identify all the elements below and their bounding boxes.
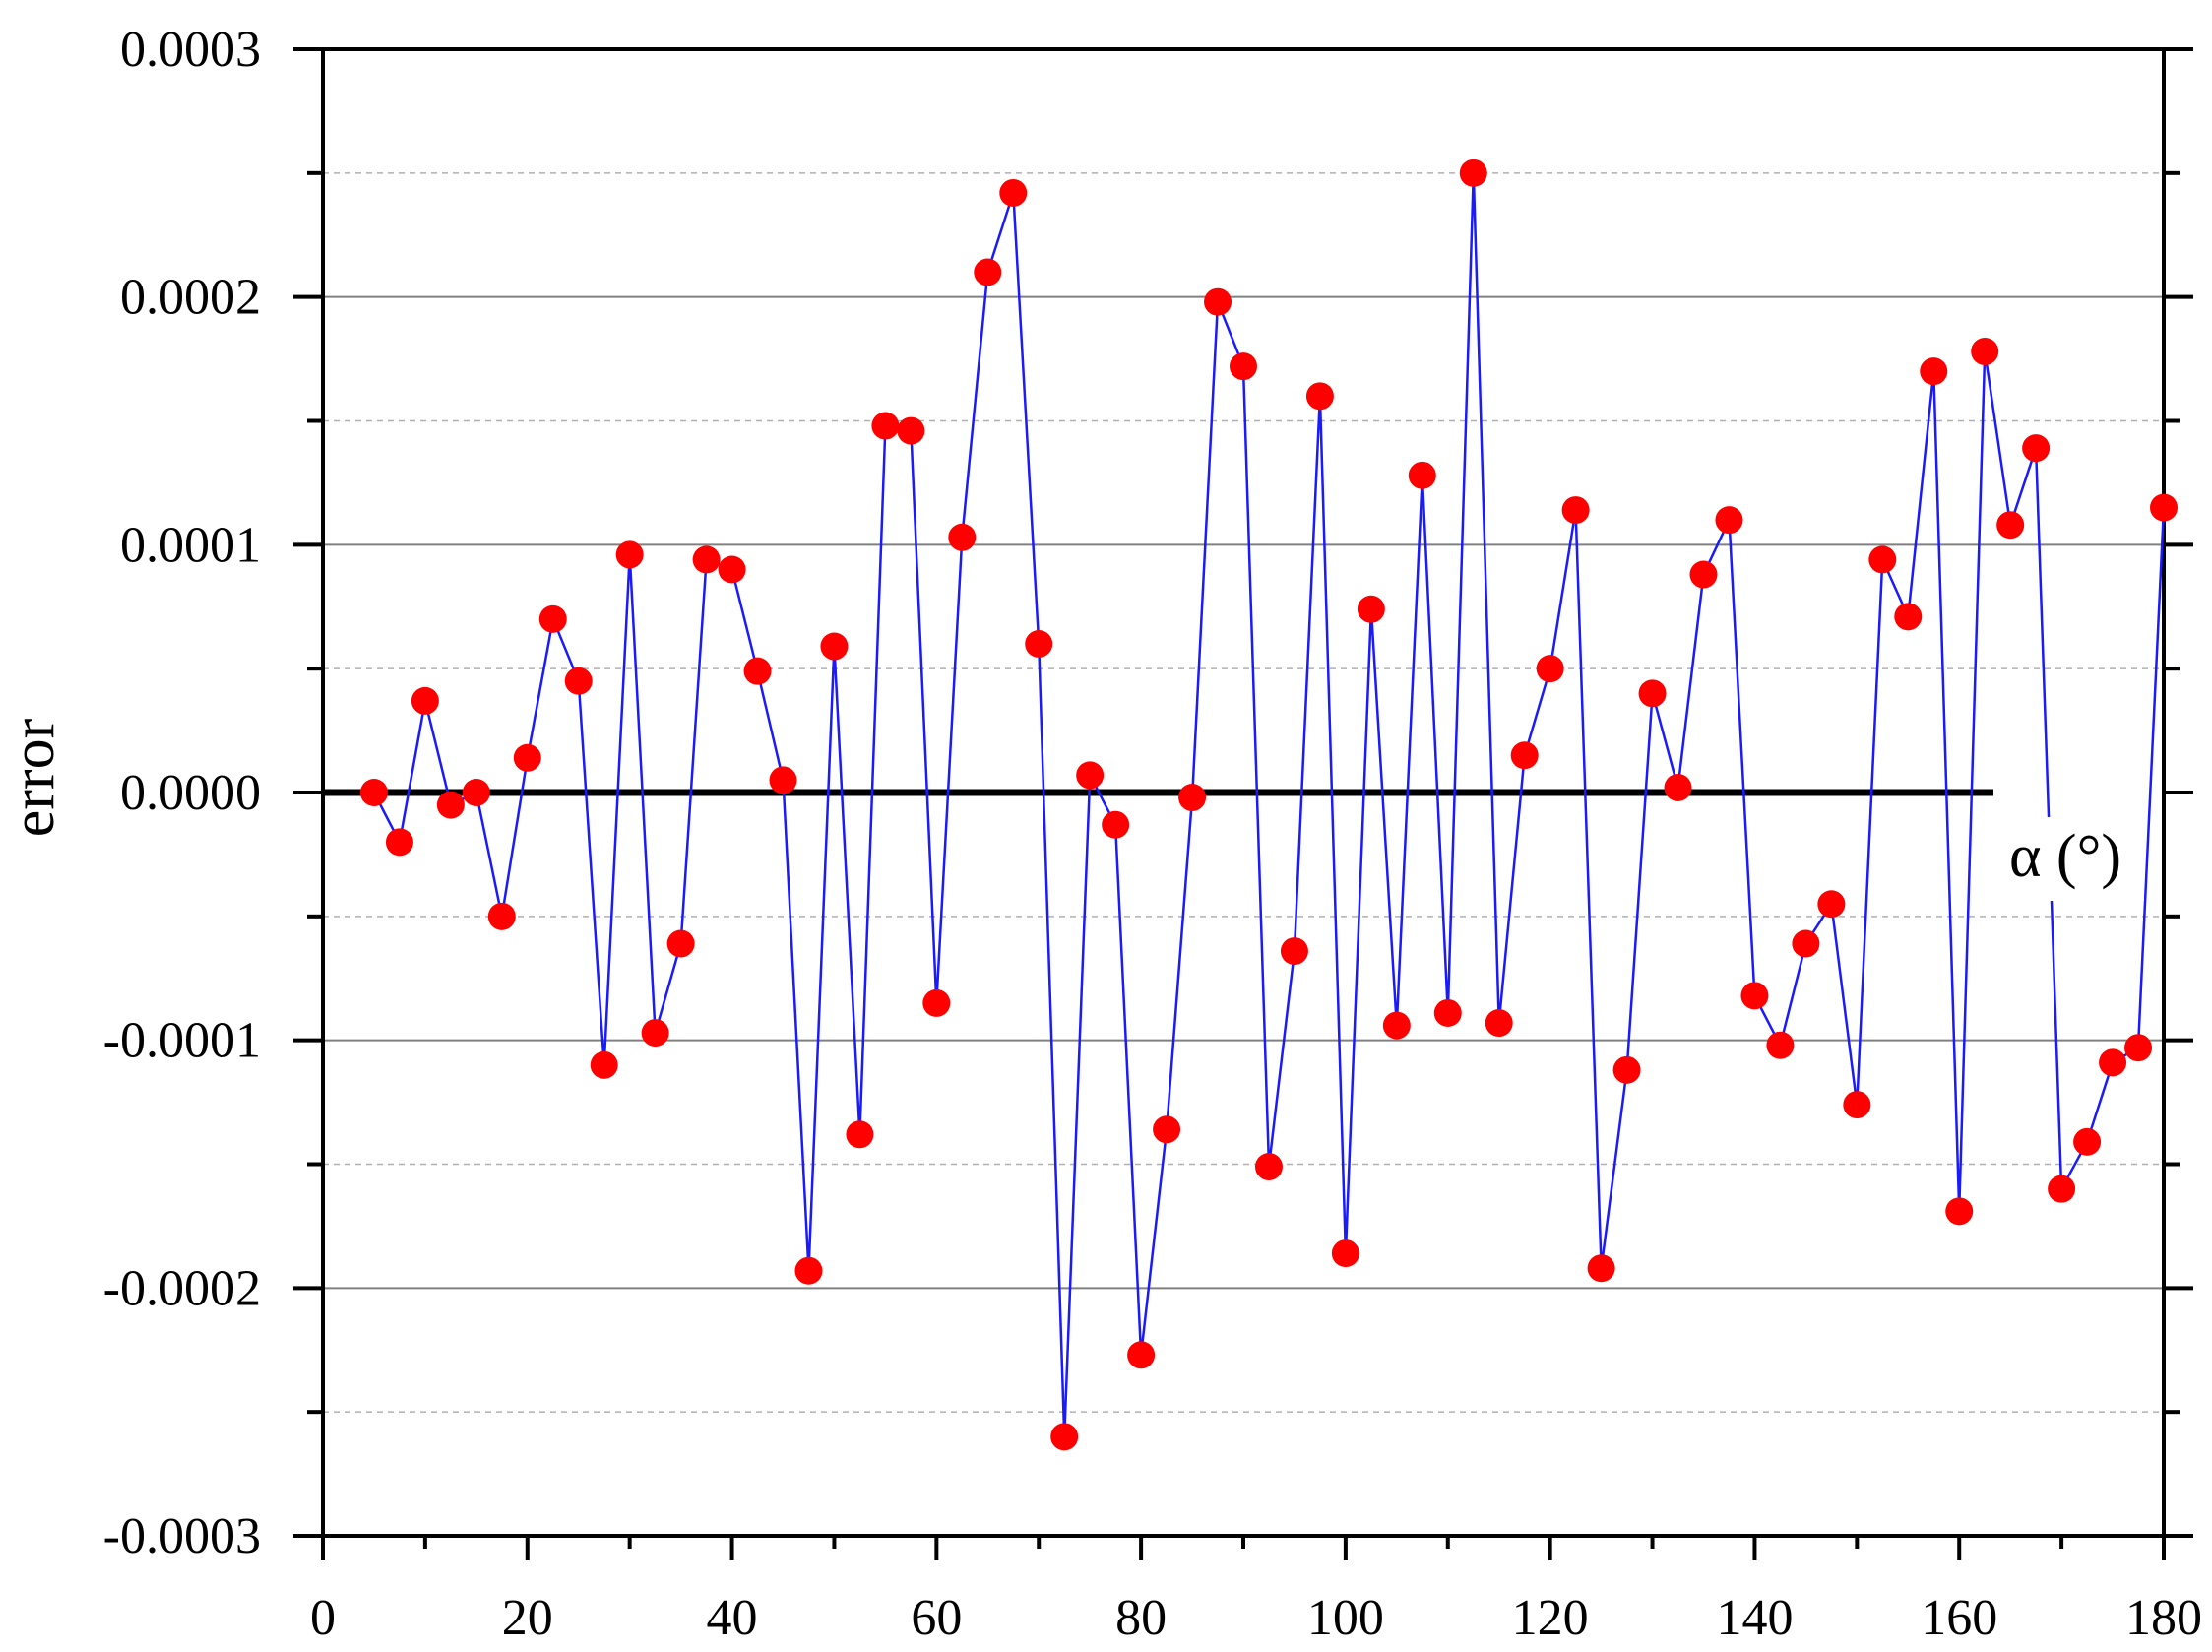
data-point [974, 258, 1002, 286]
data-point [2124, 1034, 2153, 1062]
data-point [871, 412, 900, 440]
x-tick-label: 20 [502, 1590, 553, 1646]
data-point [1357, 595, 1385, 623]
y-tick-label: -0.0002 [103, 1260, 261, 1316]
y-tick-label: 0.0002 [120, 270, 261, 326]
data-point [2073, 1127, 2102, 1156]
data-point [2048, 1175, 2076, 1203]
data-point [1510, 741, 1539, 770]
data-point [1817, 890, 1846, 919]
x-tick-label: 60 [911, 1590, 962, 1646]
data-point [1127, 1341, 1156, 1369]
data-point [1485, 1009, 1513, 1038]
data-point [1740, 982, 1769, 1010]
data-point [1178, 784, 1207, 812]
data-point [513, 743, 541, 772]
y-tick-label: -0.0001 [103, 1013, 261, 1069]
data-point [1331, 1239, 1359, 1268]
data-point [948, 523, 977, 551]
data-point [1025, 630, 1053, 658]
data-point [1382, 1011, 1411, 1040]
ticks-layer [293, 47, 2193, 1560]
data-point [1153, 1115, 1181, 1144]
data-point [1689, 560, 1718, 589]
x-axis-title-backdrop [1987, 817, 2144, 901]
data-point [1612, 1055, 1641, 1084]
y-tick-label: 0.0003 [120, 22, 261, 78]
data-point [1076, 761, 1105, 790]
series-layer [359, 159, 2178, 1451]
data-point [2150, 493, 2178, 522]
data-point [897, 416, 925, 445]
data-point [666, 929, 695, 958]
grid-layer [323, 172, 2164, 1413]
data-point [692, 545, 721, 574]
data-point [922, 988, 951, 1017]
data-point [1204, 287, 1232, 316]
x-tick-label: 0 [310, 1590, 336, 1646]
data-point [1868, 545, 1897, 574]
data-point [1664, 773, 1692, 801]
data-point [1996, 511, 2025, 540]
data-point [564, 667, 593, 695]
data-point [1792, 929, 1820, 958]
data-point [1459, 159, 1487, 187]
series-line [372, 171, 2166, 1438]
data-point [1230, 352, 1257, 381]
data-point [794, 1256, 823, 1285]
y-tick-label: 0.0000 [120, 765, 261, 821]
x-tick-label: 180 [2125, 1590, 2202, 1646]
data-point [1102, 810, 1130, 839]
axis-titles-layer: error α (°) [0, 718, 2144, 901]
data-point [1715, 506, 1743, 535]
data-point [1894, 603, 1923, 631]
data-point [462, 779, 490, 806]
data-point [385, 828, 413, 857]
data-point [1280, 937, 1308, 966]
data-point [1536, 655, 1564, 683]
y-axis-title: error [0, 718, 67, 837]
data-point [1920, 357, 1948, 386]
data-point [359, 779, 388, 806]
x-tick-label: 40 [707, 1590, 758, 1646]
data-point [2022, 434, 2051, 463]
tick-labels-layer: -0.0003 -0.0002 -0.0001 0.0000 0.0001 0.0002 0… [103, 22, 2202, 1646]
data-point [769, 766, 797, 794]
data-point [1766, 1031, 1795, 1059]
data-point [1050, 1423, 1079, 1451]
data-point [487, 902, 516, 930]
data-point [590, 1050, 618, 1079]
x-tick-label: 80 [1115, 1590, 1167, 1646]
data-point [2099, 1048, 2127, 1077]
x-axis-title: α (°) [2009, 823, 2121, 890]
data-point [615, 540, 644, 569]
data-point [718, 555, 746, 584]
x-tick-label: 160 [1921, 1590, 1997, 1646]
data-point [743, 657, 772, 685]
data-point [1843, 1091, 1871, 1119]
data-point [538, 604, 567, 633]
data-point [999, 178, 1028, 207]
x-tick-label: 100 [1307, 1590, 1384, 1646]
data-point [820, 632, 849, 661]
y-tick-label: -0.0003 [103, 1508, 261, 1564]
x-tick-label: 140 [1716, 1590, 1793, 1646]
data-point [1408, 461, 1436, 489]
y-tick-label: 0.0001 [120, 517, 261, 573]
data-point [436, 791, 465, 819]
data-point [1971, 338, 1999, 366]
x-tick-label: 120 [1512, 1590, 1589, 1646]
data-point [1305, 382, 1334, 411]
data-point [1587, 1254, 1615, 1283]
data-point [1561, 496, 1590, 525]
data-point [411, 686, 439, 715]
data-point [1433, 998, 1462, 1027]
data-point [846, 1120, 874, 1149]
data-point [1254, 1153, 1283, 1181]
data-point [641, 1019, 669, 1048]
data-point [1945, 1197, 1974, 1226]
data-point [1638, 679, 1667, 708]
